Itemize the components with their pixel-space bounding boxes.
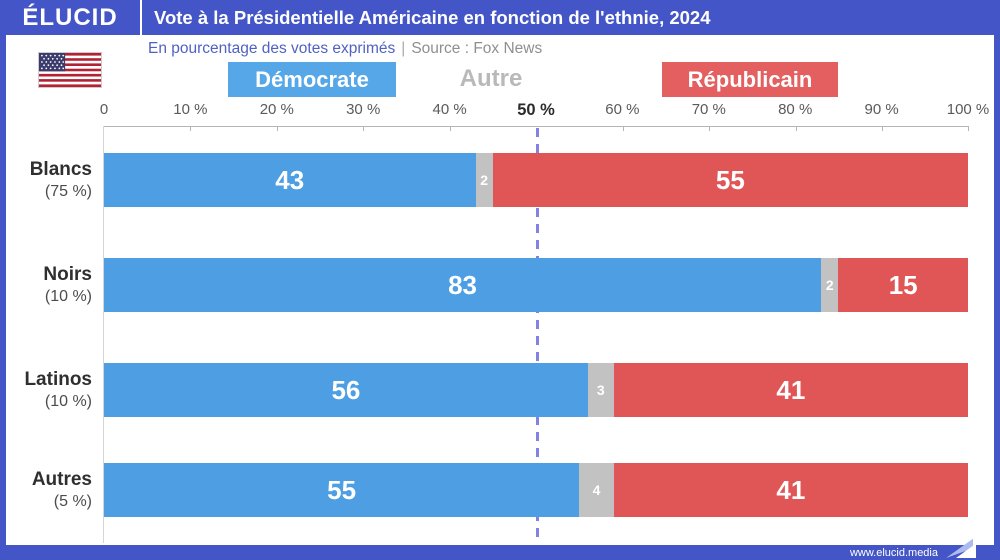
bar-segment-republicain: 15 (838, 258, 968, 312)
bar-segment-republicain: 41 (613, 463, 968, 517)
category-share: (10 %) (44, 287, 92, 305)
axis-tick-mark (190, 126, 191, 131)
category-name: Noirs (43, 264, 92, 285)
bar-row-blancs: 43 2 55 (104, 153, 968, 207)
axis-tick-mark (623, 126, 624, 131)
category-name: Blancs (29, 159, 92, 180)
bar-value: 2 (825, 277, 834, 293)
bar-value: 41 (776, 474, 806, 505)
bar-value: 55 (327, 474, 357, 505)
axis-tick-label: 80 % (778, 101, 813, 118)
bar-segment-autre: 3 (587, 363, 614, 417)
row-label-latinos: Latinos (10 %) (6, 368, 92, 412)
subtitle-separator: | (401, 40, 406, 57)
axis-tick-label: 40 % (432, 101, 467, 118)
us-flag-icon (38, 52, 102, 88)
axis-tick-label: 90 % (864, 101, 899, 118)
bar-value: 55 (715, 164, 745, 195)
bar-segment-democrate: 56 (104, 363, 588, 417)
footer-url-link[interactable]: www.elucid.media (849, 547, 938, 559)
axis-tick-mark (709, 126, 710, 131)
axis-tick-mark (450, 126, 451, 131)
row-label-autres: Autres (5 %) (6, 468, 92, 512)
bar-segment-autre: 4 (579, 463, 614, 517)
bar-segment-autre: 2 (821, 258, 839, 312)
subtitle-text: En pourcentage des votes exprimés (148, 40, 396, 57)
x-axis-line (104, 126, 969, 127)
elucid-logo: ÉLUCID (22, 3, 118, 31)
axis-tick-mark (968, 126, 969, 131)
legend-republicain-button[interactable]: Républicain (662, 62, 838, 97)
bar-row-autres: 55 4 41 (104, 463, 968, 517)
header-divider (140, 0, 142, 35)
bar-segment-autre: 2 (475, 153, 493, 207)
footer-bar: www.elucid.media (0, 545, 1000, 560)
axis-tick-mark (277, 126, 278, 131)
category-share: (5 %) (53, 492, 92, 510)
fifty-percent-reference-line (536, 128, 539, 543)
axis-tick-label: 70 % (691, 101, 726, 118)
bar-value: 3 (596, 382, 605, 398)
chart-subtitle: En pourcentage des votes exprimés | Source… (148, 40, 542, 58)
bar-segment-democrate: 43 (104, 153, 476, 207)
bar-value: 4 (592, 482, 601, 498)
bar-segment-republicain: 55 (492, 153, 968, 207)
row-label-blancs: Blancs (75 %) (6, 158, 92, 202)
bar-value: 83 (448, 269, 478, 300)
x-axis: 0 10 % 20 % 30 % 40 % 50 % 60 % 70 % 80 … (100, 101, 989, 121)
category-name: Autres (31, 469, 92, 490)
category-name: Latinos (24, 369, 92, 390)
category-share: (10 %) (44, 392, 92, 410)
row-label-noirs: Noirs (10 %) (6, 263, 92, 307)
bar-segment-democrate: 55 (104, 463, 580, 517)
axis-tick-label: 20 % (259, 101, 294, 118)
bar-value: 2 (480, 172, 489, 188)
bar-segment-republicain: 41 (613, 363, 968, 417)
source-text: Source : Fox News (411, 40, 543, 57)
axis-tick-label: 60 % (605, 101, 640, 118)
axis-tick-mark (882, 126, 883, 131)
bar-value: 56 (331, 374, 361, 405)
bar-value: 15 (888, 269, 918, 300)
axis-tick-label: 0 (99, 101, 109, 118)
axis-tick-label: 100 % (946, 101, 990, 118)
bar-value: 43 (275, 164, 305, 195)
bar-segment-democrate: 83 (104, 258, 822, 312)
legend-democrate-button[interactable]: Démocrate (228, 62, 396, 97)
axis-tick-label: 30 % (346, 101, 381, 118)
elucid-flag-icon (946, 538, 976, 558)
page-title: Vote à la Présidentielle Américaine en f… (154, 6, 711, 28)
bar-row-latinos: 56 3 41 (104, 363, 968, 417)
chart-panel: En pourcentage des votes exprimés | Source… (6, 35, 994, 545)
category-share: (75 %) (44, 182, 92, 200)
axis-tick-label-50: 50 % (517, 101, 555, 119)
header-bar: ÉLUCID Vote à la Présidentielle Américai… (0, 0, 1000, 35)
axis-tick-mark (796, 126, 797, 131)
axis-tick-label: 10 % (173, 101, 208, 118)
axis-tick-mark (363, 126, 364, 131)
plot-left-axis-line (103, 126, 104, 543)
bar-row-noirs: 83 2 15 (104, 258, 968, 312)
legend-autre-label: Autre (459, 65, 523, 92)
bar-value: 41 (776, 374, 806, 405)
